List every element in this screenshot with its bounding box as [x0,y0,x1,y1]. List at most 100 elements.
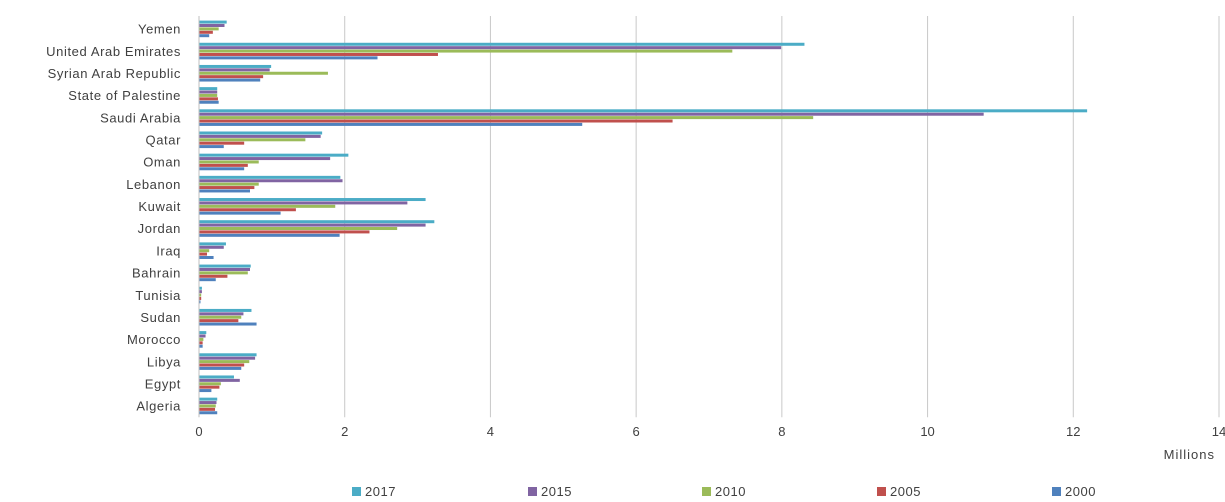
category-label: Bahrain [132,266,181,281]
bar-2000 [199,255,214,259]
bar-2017 [199,20,227,24]
category-label: Lebanon [126,177,181,192]
bar-2010 [199,93,218,97]
bar-2017 [199,42,805,46]
bar-2005 [199,363,245,367]
bar-2000 [199,56,378,60]
bar-2015 [199,267,250,271]
bar-2015 [199,223,426,227]
bar-2000 [199,211,281,215]
bar-2017 [199,153,349,157]
bar-2017 [199,331,207,335]
bars [199,20,1088,415]
category-label: Kuwait [138,199,181,214]
x-tick-label: 0 [195,424,202,439]
bar-2005 [199,319,239,323]
bar-2017 [199,264,251,268]
bar-2015 [199,134,321,138]
bar-2017 [199,308,252,312]
category-label: Syrian Arab Republic [48,66,181,81]
bar-2017 [199,397,218,401]
bar-2000 [199,34,210,38]
bar-2000 [199,78,261,82]
bar-2015 [199,157,331,161]
x-tick-label: 6 [633,424,640,439]
category-label: Saudi Arabia [100,110,181,125]
category-label: Algeria [136,399,181,414]
bar-2010 [199,337,204,341]
bar-2017 [199,109,1088,113]
bar-2010 [199,182,259,186]
bar-2015 [199,356,256,360]
bar-2015 [199,23,225,27]
bar-2015 [199,112,984,116]
bar-2010 [199,249,210,253]
bar-2010 [199,138,306,142]
bar-2010 [199,204,336,208]
bar-2017 [199,353,257,357]
bar-2010 [199,227,398,231]
bar-2005 [199,208,296,212]
bar-2015 [199,401,217,405]
bar-2000 [199,278,216,282]
x-tick-label: 4 [487,424,494,439]
bar-2000 [199,189,250,193]
bar-2005 [199,119,673,123]
category-label: State of Palestine [68,88,181,103]
bar-2015 [199,90,218,94]
legend-swatch-2005 [877,487,886,496]
legend-label: 2017 [365,484,396,499]
bar-2017 [199,375,234,379]
legend-label: 2000 [1065,484,1096,499]
bar-2010 [199,315,242,319]
x-tick-label: 14 [1212,424,1225,439]
bar-2005 [199,186,255,190]
bar-2017 [199,242,226,246]
bar-2015 [199,179,343,183]
bar-2000 [199,145,224,149]
bar-2005 [199,75,264,79]
bar-2000 [199,411,218,415]
bar-2005 [199,385,220,389]
legend-label: 2010 [715,484,746,499]
category-label: Sudan [140,310,181,325]
bar-2005 [199,97,218,101]
category-label: Egypt [145,376,181,391]
bar-2010 [199,27,219,31]
category-label: Oman [143,155,181,170]
bar-2010 [199,49,733,53]
category-label: Libya [147,354,181,369]
bar-2010 [199,404,216,408]
bar-2015 [199,68,270,72]
category-label: Jordan [138,221,181,236]
bar-2015 [199,290,202,294]
category-label: Qatar [145,132,181,147]
bar-2017 [199,286,202,290]
bar-2000 [199,366,242,370]
x-tick-labels: 0 2 4 6 8 10 12 14 [195,424,1225,439]
legend: 2017 2015 2010 2005 2000 [352,484,1096,499]
bar-2017 [199,87,218,91]
bar-2005 [199,252,208,256]
x-tick-label: 10 [920,424,934,439]
bar-2005 [199,296,202,300]
bar-2000 [199,300,201,304]
bar-2005 [199,141,245,145]
bar-2005 [199,230,370,234]
legend-swatch-2010 [702,487,711,496]
bar-2015 [199,334,206,338]
category-label: United Arab Emirates [46,44,181,59]
category-label: Iraq [156,243,181,258]
bar-2010 [199,382,221,386]
bar-2000 [199,344,203,348]
legend-swatch-2000 [1052,487,1061,496]
legend-label: 2015 [541,484,572,499]
category-label: Tunisia [135,288,181,303]
bar-2005 [199,274,228,278]
bar-2010 [199,116,814,120]
x-unit-label: Millions [1164,447,1215,462]
bar-2015 [199,378,240,382]
bar-2017 [199,220,435,224]
bar-2017 [199,131,323,135]
